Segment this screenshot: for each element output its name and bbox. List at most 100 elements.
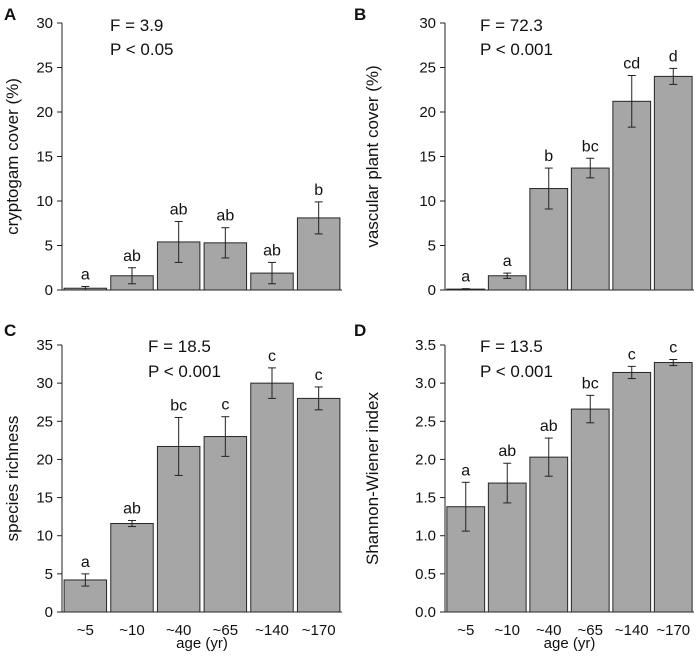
- significance-letter: ab: [498, 443, 516, 460]
- x-tick-label: ~40: [536, 622, 561, 639]
- y-tick-label: 25: [36, 413, 53, 430]
- panel-b: B 0 5 10 15 20 25 30 vascular plant cover (%) a a b…: [354, 5, 694, 299]
- y-tick-label: 20: [36, 104, 53, 121]
- y-tick-label: 30: [419, 15, 436, 32]
- y-tick-label: 0.0: [415, 604, 436, 621]
- panel-d: D 0.0 0.5 1.0 1.5 2.0 2.5 3.0 3.5 Shannon-Wiener …: [354, 321, 694, 652]
- bar-approx-10: [487, 482, 527, 613]
- panel-letter: D: [354, 321, 366, 340]
- panel-c: C 0 5 10 15 20 25 30 35 species richness a ~5 ab ~10 b…: [3, 321, 342, 652]
- y-tick-label: 0: [428, 282, 436, 299]
- f-statistic: F = 13.5: [480, 337, 543, 356]
- y-tick-label: 0: [45, 604, 53, 621]
- y-tick-label: 20: [419, 104, 436, 121]
- significance-letter: bc: [170, 397, 187, 414]
- panel-letter: A: [4, 5, 16, 24]
- x-tick-label: ~5: [77, 622, 94, 639]
- significance-letter: cd: [623, 56, 640, 73]
- significance-letter: a: [461, 269, 470, 286]
- y-tick-label: 25: [419, 60, 436, 77]
- f-statistic: F = 18.5: [148, 337, 211, 356]
- p-value: P < 0.001: [480, 362, 553, 381]
- bar-approx-40: [529, 456, 569, 613]
- y-tick-label: 2.5: [415, 413, 436, 430]
- significance-letter: ab: [170, 201, 188, 218]
- y-tick-label: 15: [36, 490, 53, 507]
- bar-approx-170: [653, 75, 693, 291]
- bar-approx-170: [653, 362, 693, 613]
- bar-approx-170: [296, 397, 341, 613]
- significance-letter: c: [315, 367, 323, 384]
- x-tick-label: ~65: [213, 622, 238, 639]
- y-tick-label: 30: [36, 375, 53, 392]
- p-value: P < 0.001: [148, 362, 221, 381]
- y-axis-label: Shannon-Wiener index: [363, 392, 382, 565]
- bar-approx-10: [110, 523, 154, 613]
- y-tick-label: 1.5: [415, 490, 436, 507]
- y-tick-label: 25: [36, 60, 53, 77]
- y-axis-label: species richness: [3, 416, 22, 542]
- x-tick-label: ~170: [302, 622, 336, 639]
- significance-letter: ab: [123, 248, 141, 265]
- x-axis-label: age (yr): [176, 635, 228, 652]
- x-axis-label: age (yr): [544, 635, 596, 652]
- f-statistic: F = 72.3: [480, 16, 543, 35]
- f-statistic: F = 3.9: [110, 16, 163, 35]
- significance-letter: d: [669, 48, 678, 65]
- significance-letter: ab: [216, 208, 234, 225]
- significance-letter: a: [81, 554, 90, 571]
- y-tick-label: 1.0: [415, 528, 436, 545]
- y-tick-label: 0: [45, 282, 53, 299]
- significance-letter: c: [628, 346, 636, 363]
- bar-approx-140: [612, 100, 652, 291]
- bar-approx-140: [612, 371, 652, 613]
- significance-letter: c: [221, 397, 229, 414]
- x-tick-label: ~140: [255, 622, 289, 639]
- significance-letter: ab: [540, 418, 558, 435]
- significance-letter: c: [268, 348, 276, 365]
- bar-approx-65: [570, 167, 610, 291]
- bar-approx-65: [203, 436, 248, 613]
- bar-approx-140: [250, 382, 294, 613]
- y-tick-label: 2.0: [415, 451, 436, 468]
- y-tick-label: 35: [36, 337, 53, 354]
- y-tick-label: 5: [428, 238, 436, 255]
- p-value: P < 0.05: [110, 40, 174, 59]
- significance-letter: c: [669, 339, 677, 356]
- y-tick-label: 3.5: [415, 337, 436, 354]
- x-tick-label: ~170: [656, 622, 690, 639]
- bar-approx-65: [570, 408, 610, 613]
- x-tick-label: ~10: [119, 622, 144, 639]
- y-tick-label: 15: [419, 149, 436, 166]
- panel-letter: C: [4, 321, 16, 340]
- y-tick-label: 10: [36, 193, 53, 210]
- y-tick-label: 3.0: [415, 375, 436, 392]
- y-axis-label: cryptogam cover (%): [3, 78, 22, 235]
- y-tick-label: 10: [419, 193, 436, 210]
- y-tick-label: 5: [45, 566, 53, 583]
- y-tick-label: 20: [36, 451, 53, 468]
- significance-letter: ab: [123, 500, 141, 517]
- y-tick-label: 15: [36, 149, 53, 166]
- p-value: P < 0.001: [480, 40, 553, 59]
- panel-letter: B: [354, 5, 366, 24]
- x-tick-label: ~40: [166, 622, 191, 639]
- significance-letter: a: [503, 253, 512, 270]
- significance-letter: b: [544, 148, 553, 165]
- significance-letter: a: [81, 266, 90, 283]
- x-tick-label: ~10: [495, 622, 520, 639]
- x-tick-label: ~140: [615, 622, 649, 639]
- panel-a: A 0 5 10 15 20 25 30 cryptogam cover (%) a ab ab ab a…: [3, 5, 342, 299]
- x-tick-label: ~5: [457, 622, 474, 639]
- significance-letter: a: [461, 462, 470, 479]
- x-tick-label: ~65: [578, 622, 603, 639]
- y-tick-label: 10: [36, 528, 53, 545]
- significance-letter: bc: [582, 375, 599, 392]
- bar-approx-170: [296, 217, 341, 291]
- significance-letter: b: [314, 182, 323, 199]
- y-tick-label: 30: [36, 15, 53, 32]
- y-axis-label: vascular plant cover (%): [363, 65, 382, 247]
- significance-letter: ab: [263, 242, 281, 259]
